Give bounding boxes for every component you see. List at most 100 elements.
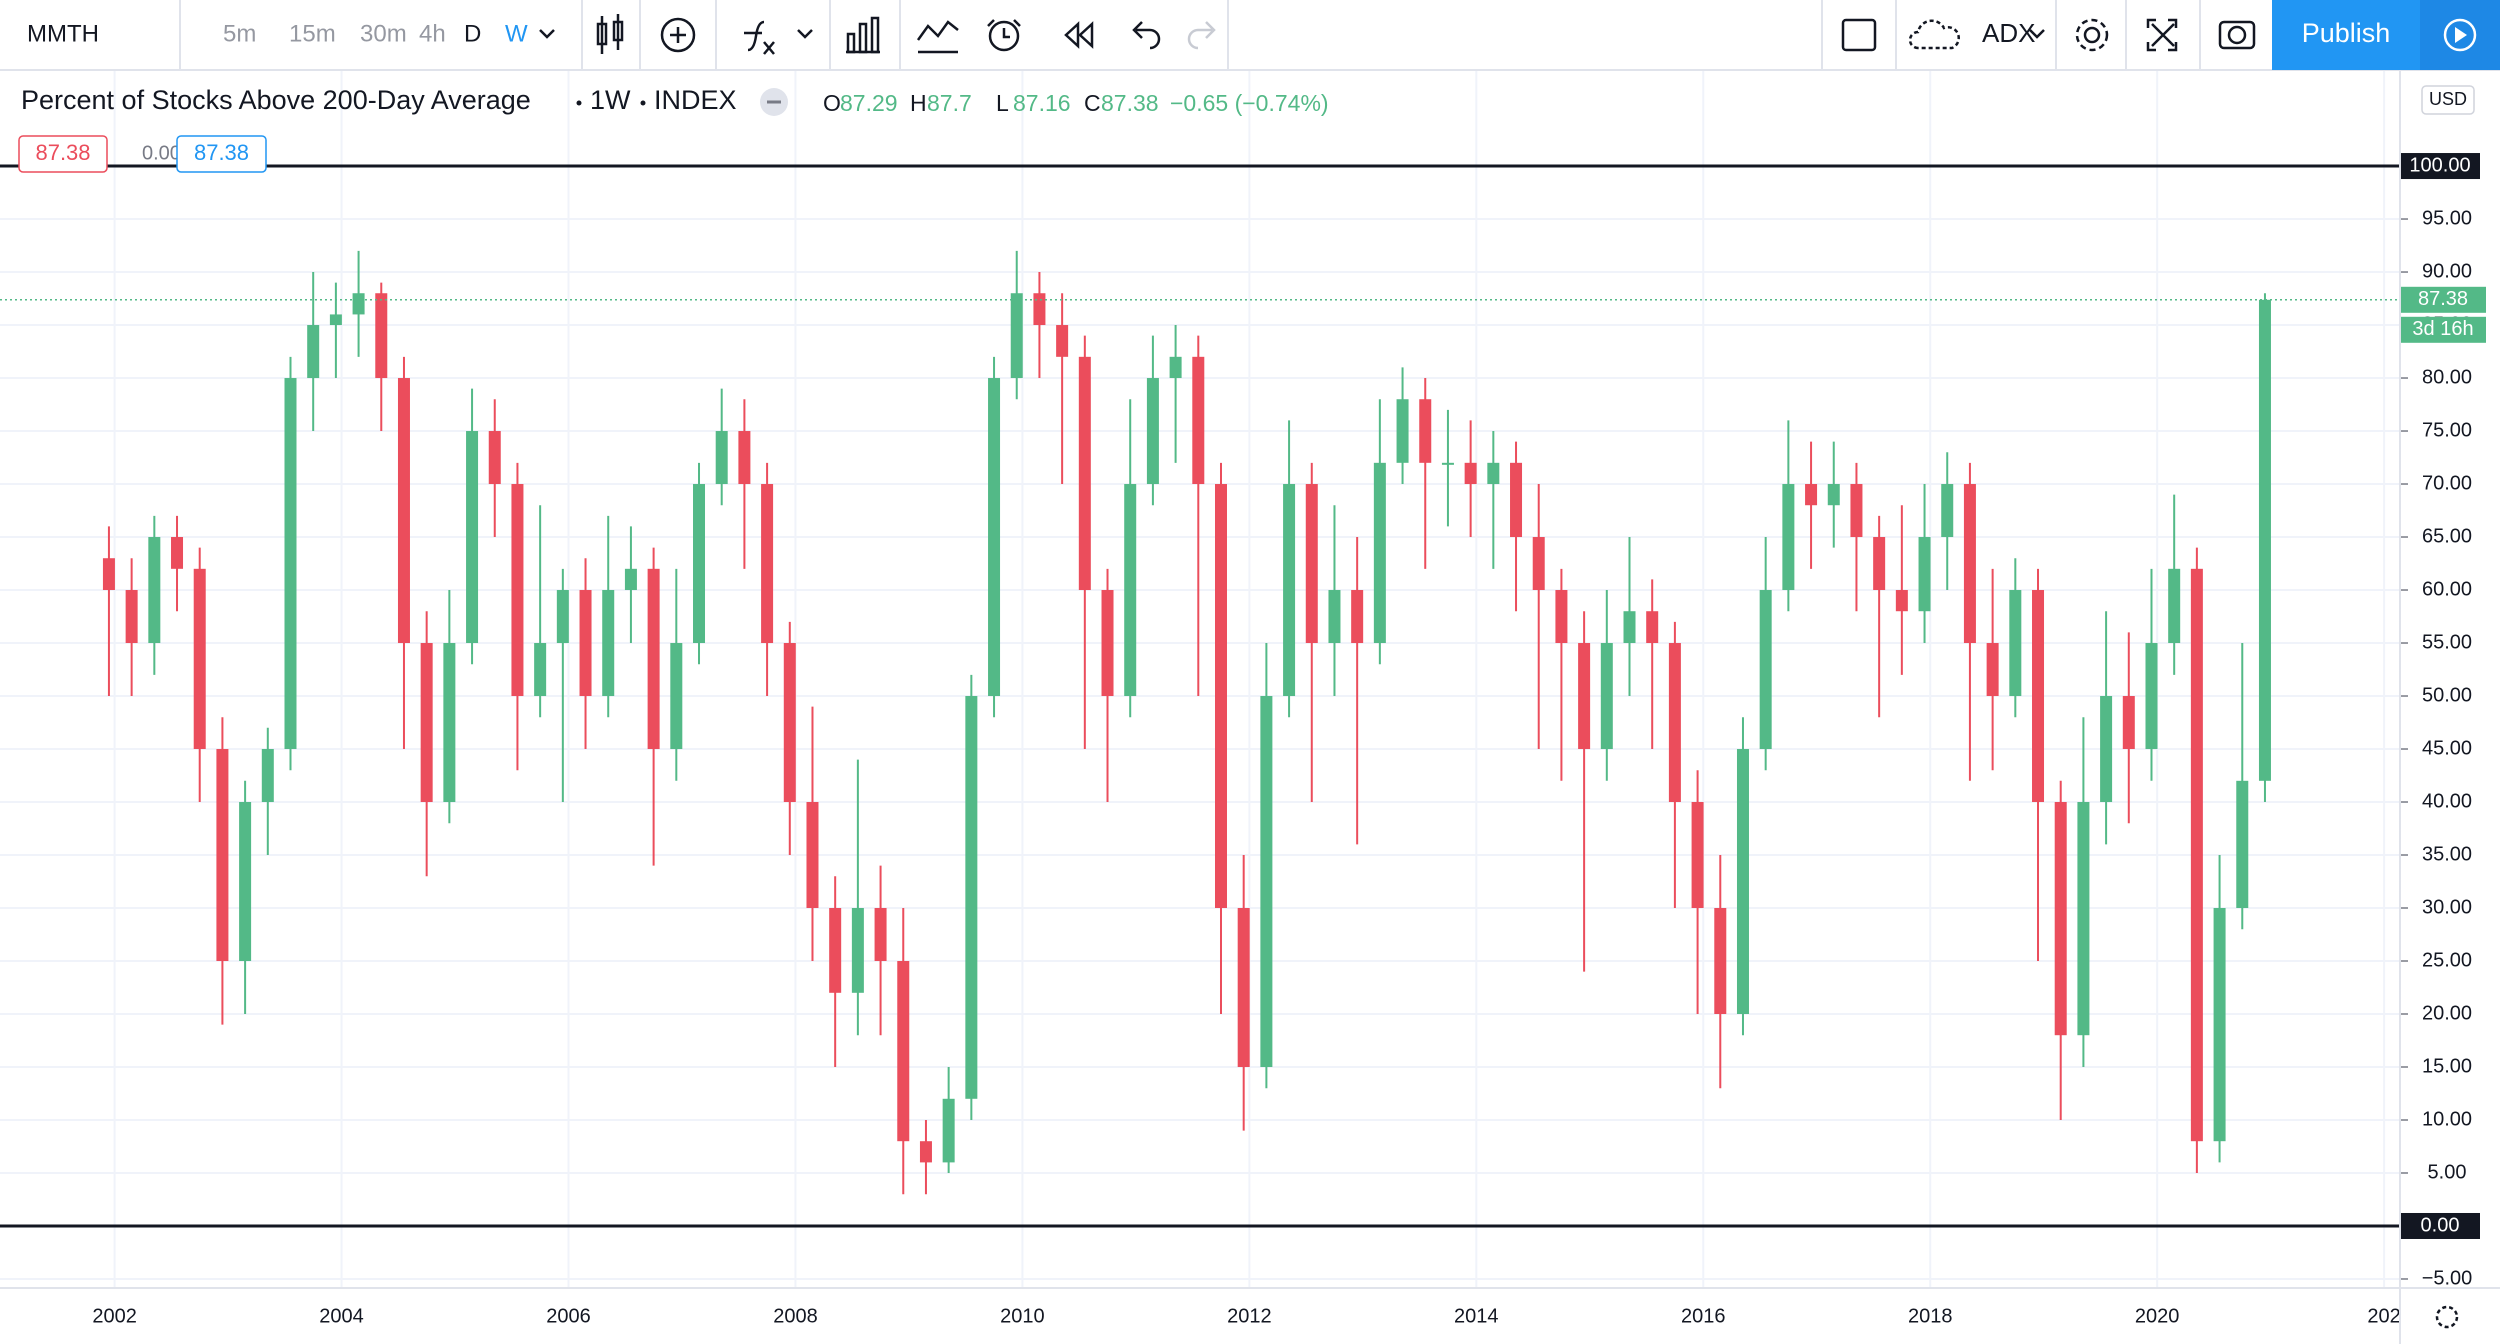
play-icon — [2443, 18, 2477, 52]
candle — [1646, 579, 1659, 750]
candle — [851, 759, 864, 1036]
candle — [1986, 568, 1999, 771]
axis-settings[interactable] — [2435, 1305, 2459, 1329]
candle — [193, 547, 206, 803]
candle — [352, 250, 365, 357]
candle — [1918, 484, 1931, 644]
legend-dot — [640, 100, 646, 106]
y-tick-label: 10.00 — [2422, 1108, 2472, 1130]
add-icon[interactable] — [660, 17, 696, 53]
x-tick-label: 2014 — [1454, 1305, 1499, 1327]
settings-icon[interactable] — [2075, 18, 2109, 52]
x-tick-label: 202 — [2367, 1305, 2400, 1327]
candle — [670, 568, 683, 781]
candle — [2100, 611, 2113, 845]
candle — [1873, 515, 1886, 718]
snapshot-icon[interactable] — [2218, 20, 2256, 50]
interval-button[interactable]: 15m — [289, 20, 336, 47]
candle — [942, 1066, 955, 1173]
interval-button[interactable]: 30m — [360, 20, 407, 47]
candle-body — [579, 590, 592, 697]
reference-label-box — [2400, 153, 2480, 180]
indicators-icon[interactable] — [744, 20, 813, 55]
candle-body — [761, 484, 774, 644]
y-tick-label: 30.00 — [2422, 896, 2472, 918]
candle-body — [1101, 590, 1114, 697]
candle-body — [1646, 611, 1659, 644]
candle-body — [1963, 484, 1976, 644]
candle — [171, 515, 184, 612]
indicator-name[interactable]: ADX — [1982, 18, 2035, 48]
symbol[interactable]: MMTH — [27, 20, 99, 47]
candle — [1169, 325, 1182, 463]
candle-body — [806, 802, 819, 909]
interval-button[interactable]: 4h — [419, 20, 446, 47]
interval-menu[interactable] — [539, 29, 555, 39]
templates-icon[interactable] — [916, 20, 959, 54]
candle-body — [1736, 749, 1749, 1015]
candle-body — [1759, 590, 1772, 750]
candle-body — [1941, 484, 1954, 538]
candle-body — [2236, 780, 2249, 909]
y-tick-label: 60.00 — [2422, 578, 2472, 600]
candle-body — [624, 568, 637, 591]
candle-body — [897, 961, 910, 1142]
candle — [1101, 568, 1114, 803]
candle-body — [2145, 643, 2158, 750]
interval-button[interactable]: 5m — [223, 20, 256, 47]
candle-body — [556, 590, 569, 644]
badge: 0.00 — [142, 142, 181, 164]
cloud-icon[interactable] — [1908, 19, 1961, 50]
y-tick-label: 20.00 — [2422, 1002, 2472, 1024]
candle-body — [942, 1098, 955, 1163]
candle-body — [2054, 802, 2067, 1036]
candle-body — [1510, 462, 1523, 538]
badge: 87.38 — [35, 140, 90, 165]
candle-body — [1396, 399, 1409, 463]
candle — [1532, 484, 1545, 750]
candle — [2122, 632, 2135, 824]
candle — [1963, 462, 1976, 781]
y-tick-label: 95.00 — [2422, 207, 2472, 229]
candle — [216, 717, 229, 1025]
undo-icon[interactable] — [1132, 21, 1161, 50]
candles-icon[interactable] — [596, 14, 624, 54]
currency-label: USD — [2429, 89, 2467, 109]
candle — [125, 558, 138, 697]
y-tick-label: 90.00 — [2422, 260, 2472, 282]
layout-icon[interactable] — [1841, 18, 1877, 52]
toolbar-icons — [596, 14, 2256, 55]
fullscreen-icon[interactable] — [2146, 18, 2178, 52]
candle — [2236, 643, 2249, 930]
candle-body — [1214, 484, 1227, 909]
candle — [397, 356, 410, 750]
publish-button[interactable] — [2272, 0, 2420, 70]
candle — [1214, 462, 1227, 1015]
candle-body — [738, 431, 751, 485]
candle-body — [1464, 462, 1477, 485]
candle — [2145, 568, 2158, 781]
candle — [1305, 462, 1318, 803]
candle-body — [1555, 590, 1568, 644]
candle-body — [1850, 484, 1863, 538]
legend-interval: 1W — [590, 85, 631, 115]
candle — [1373, 399, 1386, 665]
candle — [1283, 420, 1296, 718]
indicator-menu[interactable] — [2029, 29, 2045, 39]
compare-icon[interactable] — [846, 16, 880, 54]
interval-button[interactable]: D — [464, 20, 481, 47]
alert-icon[interactable] — [987, 19, 1021, 52]
candle — [2009, 558, 2022, 718]
toolbar — [0, 0, 2500, 70]
candle — [1941, 452, 1954, 591]
last-price-label: 87.38 — [2418, 288, 2468, 310]
candle-body — [1305, 484, 1318, 644]
interval-button[interactable]: W — [505, 20, 528, 47]
candle-body — [1691, 802, 1704, 909]
candle-body — [693, 484, 706, 644]
replay-icon[interactable] — [1064, 21, 1094, 49]
candle-body — [1033, 293, 1046, 326]
redo-icon[interactable] — [1187, 21, 1216, 50]
candle — [1078, 335, 1091, 750]
